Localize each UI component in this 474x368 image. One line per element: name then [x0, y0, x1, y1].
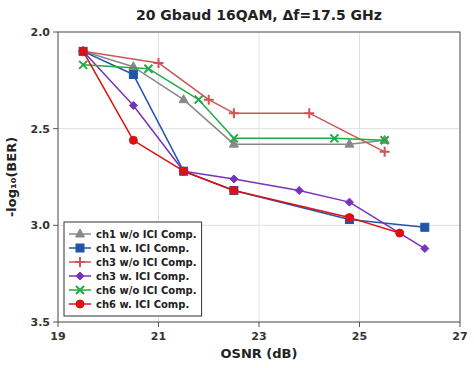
legend-marker — [76, 300, 84, 308]
series-line — [83, 51, 400, 233]
legend-label: ch1 w. ICI Comp. — [96, 243, 189, 254]
legend-item: ch6 w/o ICI Comp. — [69, 285, 197, 296]
legend-label: ch6 w. ICI Comp. — [96, 299, 189, 310]
x-tick — [460, 322, 461, 327]
chart-container: 19 21 23 25 27 2.0 2.5 3.0 3.5 20 Gbaud 16QAM, Δf… — [0, 0, 474, 368]
legend-item: ch3 w. ICI Comp. — [69, 271, 189, 282]
series-line — [83, 65, 385, 140]
x-tick-label: 25 — [352, 330, 367, 343]
series-line — [83, 51, 425, 227]
legend-label: ch6 w/o ICI Comp. — [96, 285, 197, 296]
series-line — [83, 51, 385, 152]
legend-label: ch1 w/o ICI Comp. — [96, 229, 197, 240]
data-point — [195, 96, 203, 104]
legend-marker — [76, 272, 84, 280]
y-tick-label: 2.0 — [31, 26, 51, 39]
data-point — [421, 245, 429, 253]
legend-box — [64, 222, 202, 316]
data-point — [79, 47, 87, 55]
x-tick-label: 21 — [151, 330, 166, 343]
data-point — [230, 134, 238, 142]
data-point — [230, 175, 238, 183]
data-point — [154, 58, 164, 68]
legend-marker — [75, 257, 85, 267]
data-point — [79, 61, 87, 69]
data-point — [179, 95, 188, 103]
y-tick-label: 2.5 — [31, 123, 51, 136]
data-point — [204, 95, 214, 105]
chart-title: 20 Gbaud 16QAM, Δf=17.5 GHz — [136, 7, 382, 23]
data-point — [79, 47, 87, 55]
data-point — [381, 136, 389, 144]
data-point — [79, 46, 88, 54]
x-tick — [58, 322, 59, 327]
y-tick-label: 3.5 — [31, 316, 51, 329]
x-tick — [359, 322, 360, 327]
legend-marker — [76, 286, 84, 294]
data-point — [396, 229, 404, 237]
x-grid-line — [259, 32, 260, 322]
data-point — [345, 214, 353, 222]
legend-item: ch1 w. ICI Comp. — [69, 243, 189, 254]
y-axis-label: -log₁₀(BER) — [4, 137, 19, 217]
data-point — [304, 108, 314, 118]
x-tick — [158, 322, 159, 327]
data-point — [421, 223, 429, 231]
y-tick — [53, 32, 58, 33]
plot-frame — [58, 32, 460, 322]
x-tick-label: 23 — [251, 330, 266, 343]
y-grid-line — [58, 128, 460, 129]
series-line — [83, 51, 425, 248]
y-tick — [53, 322, 58, 323]
legend-label: ch3 w. ICI Comp. — [96, 271, 189, 282]
data-point — [180, 167, 188, 175]
x-tick-label: 27 — [452, 330, 467, 343]
y-tick-label: 3.0 — [31, 219, 51, 232]
legend-label: ch3 w/o ICI Comp. — [96, 257, 197, 268]
legend-marker — [76, 244, 84, 252]
grid — [58, 32, 460, 322]
x-tick — [259, 322, 260, 327]
data-point — [230, 187, 238, 195]
x-grid-line — [359, 32, 360, 322]
data-point — [230, 187, 238, 195]
plot-background — [58, 32, 460, 322]
y-tick — [53, 128, 58, 129]
legend-item: ch3 w/o ICI Comp. — [69, 257, 197, 268]
data-point — [129, 136, 137, 144]
x-axis-label: OSNR (dB) — [221, 346, 298, 361]
data-point — [380, 135, 389, 143]
y-tick — [53, 225, 58, 226]
chart-svg: 19 21 23 25 27 2.0 2.5 3.0 3.5 20 Gbaud 16QAM, Δf… — [0, 0, 474, 368]
data-point — [330, 134, 338, 142]
data-point — [229, 108, 239, 118]
data-point — [79, 47, 87, 55]
data-point — [144, 65, 152, 73]
legend-marker — [76, 229, 85, 237]
x-tick-label: 19 — [50, 330, 65, 343]
data-point — [180, 167, 188, 175]
data-point — [129, 101, 137, 109]
legend: ch1 w/o ICI Comp. ch1 w. ICI Comp. ch3 w/o… — [64, 222, 202, 316]
legend-item: ch6 w. ICI Comp. — [69, 299, 189, 310]
data-point — [180, 167, 188, 175]
data-point — [380, 147, 390, 157]
data-point — [345, 198, 353, 206]
data-point — [345, 139, 354, 147]
legend-item: ch1 w/o ICI Comp. — [69, 229, 197, 240]
data-point — [295, 187, 303, 195]
data-point — [129, 71, 137, 79]
